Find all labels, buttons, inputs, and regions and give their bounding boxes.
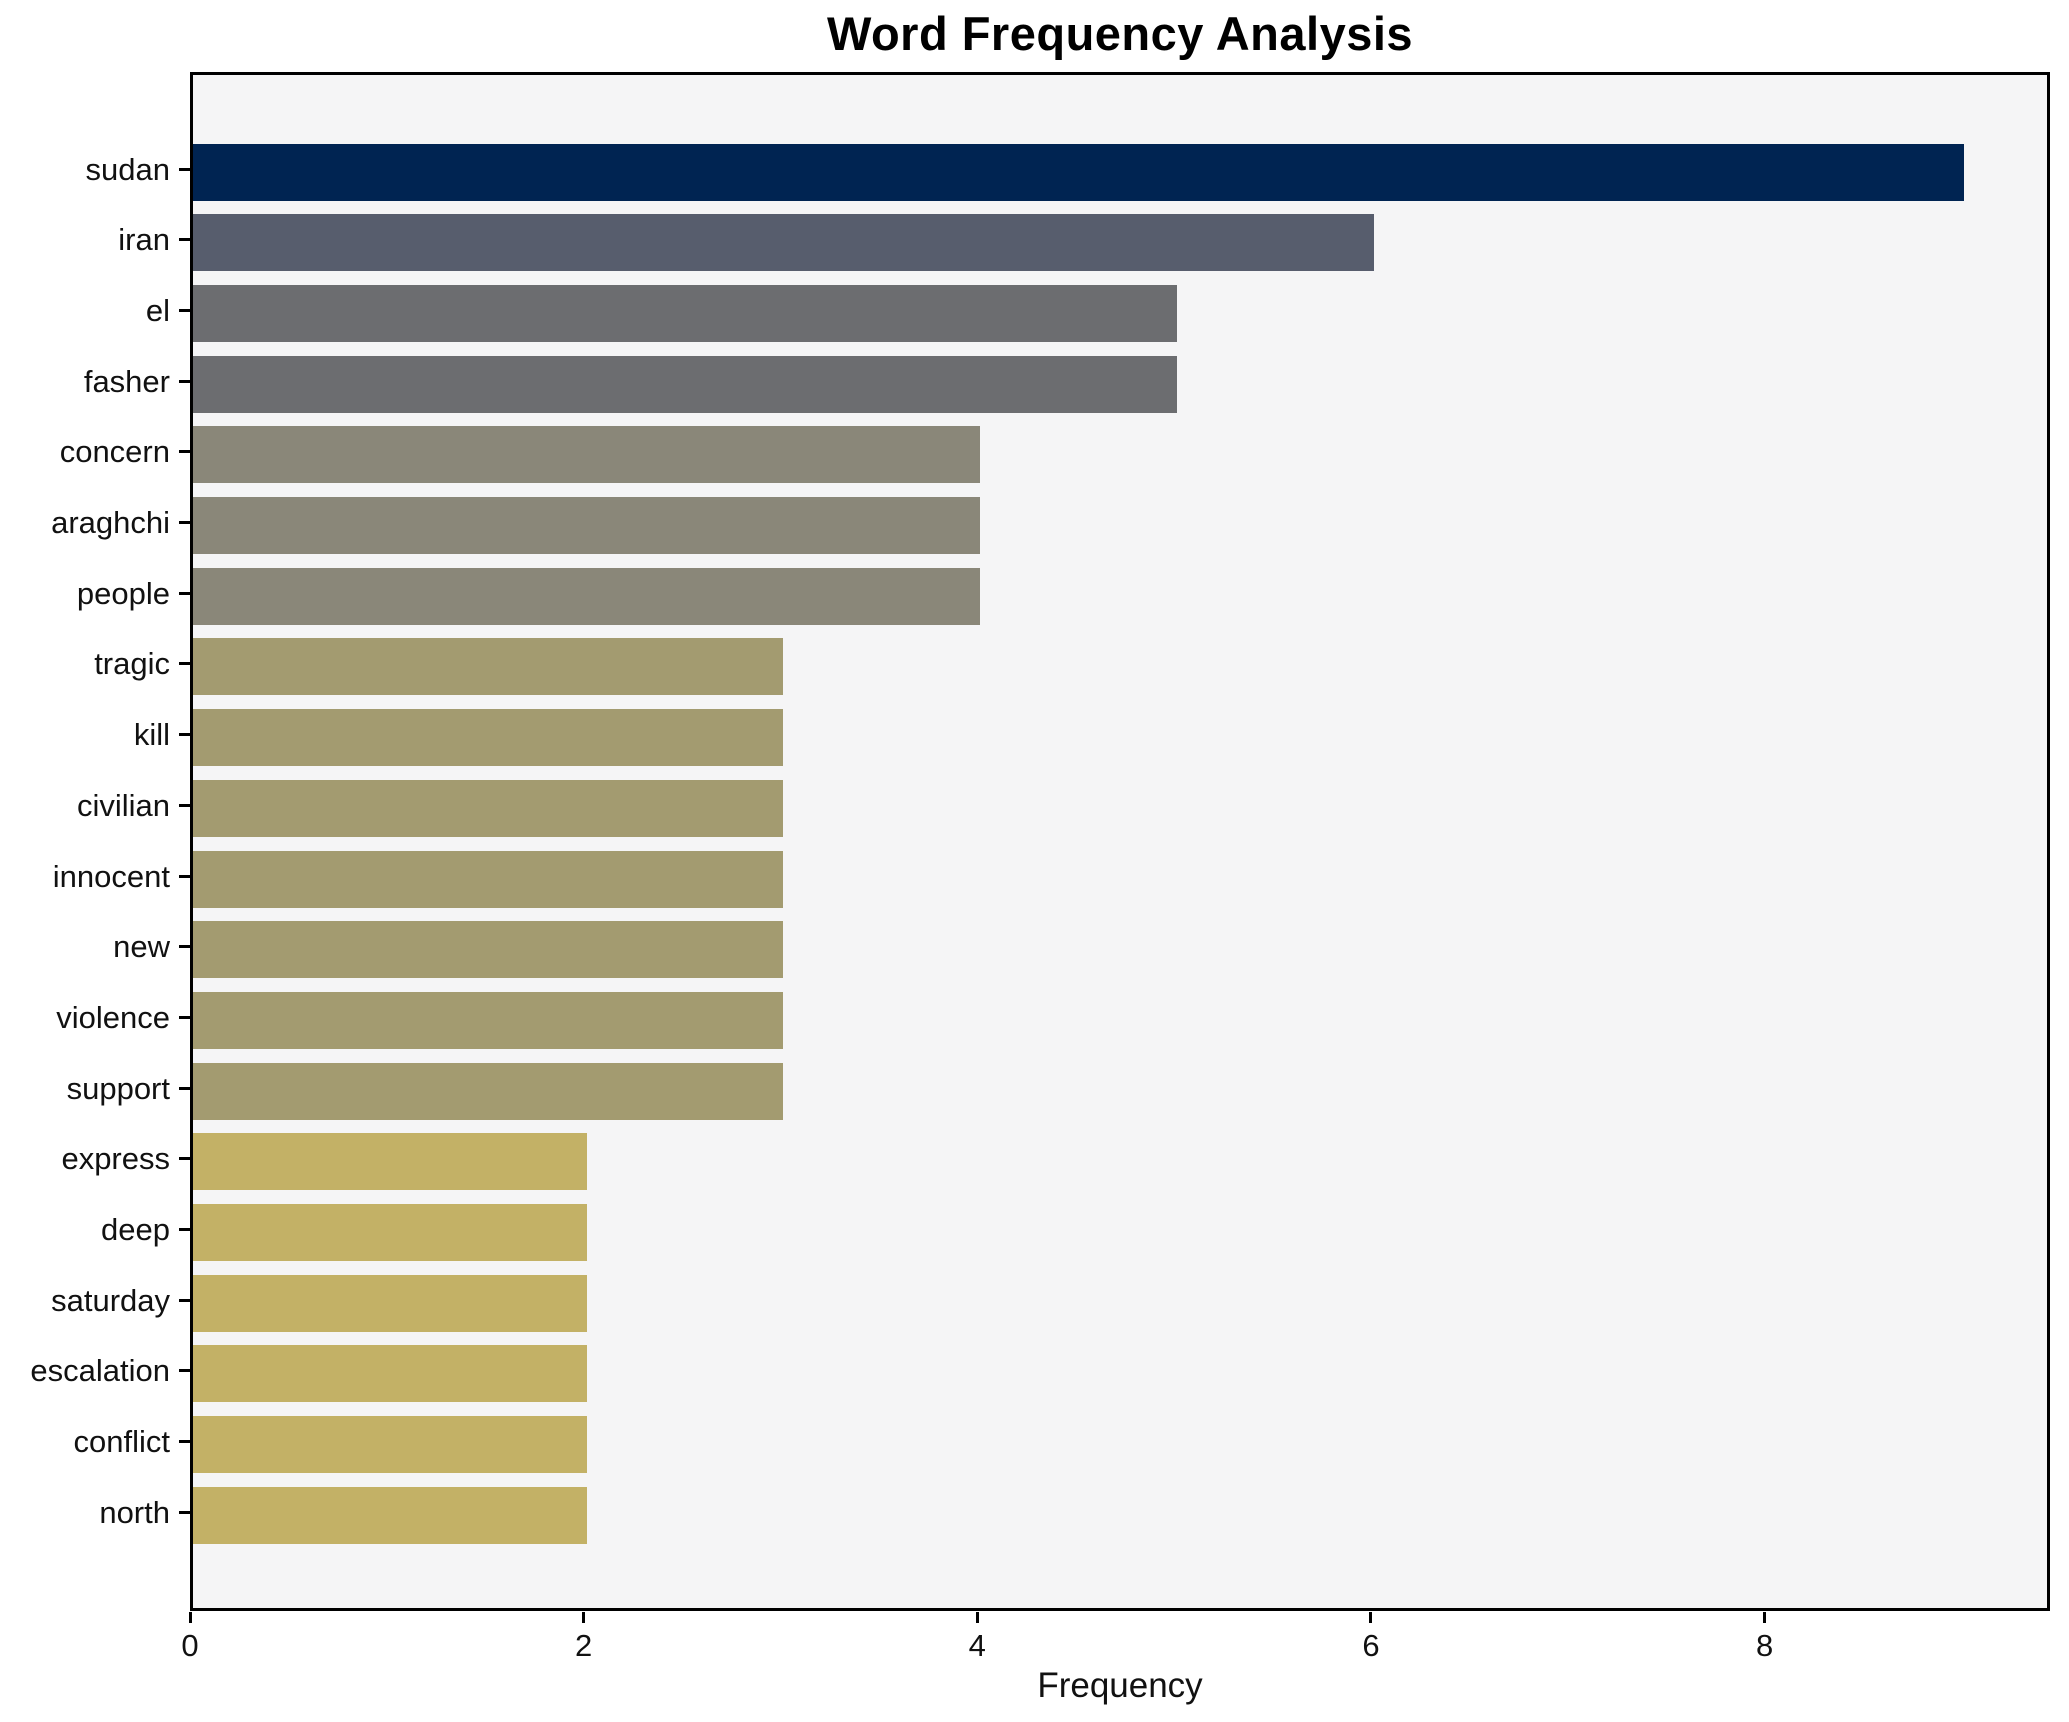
bar-el [193, 284, 1178, 342]
bar-new [193, 921, 784, 979]
x-tick-2 [582, 1612, 586, 1623]
bar-conflict [193, 1416, 587, 1474]
x-tick-label-8: 8 [1755, 1628, 1774, 1663]
bar-north [193, 1486, 587, 1544]
y-tick-new [179, 945, 190, 949]
x-tick-8 [1763, 1612, 1767, 1623]
y-tick-label-innocent: innocent [52, 858, 170, 894]
chart-title: Word Frequency Analysis [826, 7, 1414, 60]
y-tick-violence [179, 1015, 190, 1019]
y-tick-people [179, 591, 190, 595]
y-tick-label-iran: iran [118, 222, 170, 258]
y-tick-label-violence: violence [56, 999, 170, 1035]
y-tick-el [179, 308, 190, 312]
y-tick-saturday [179, 1298, 190, 1302]
y-tick-label-concern: concern [59, 434, 170, 470]
bar-fasher [193, 355, 1178, 413]
y-tick-label-support: support [66, 1070, 170, 1106]
y-tick-support [179, 1086, 190, 1090]
bar-saturday [193, 1274, 587, 1332]
bar-araghchi [193, 497, 981, 554]
x-tick-label-2: 2 [575, 1628, 593, 1663]
bar-deep [193, 1204, 587, 1261]
y-tick-araghchi [179, 521, 190, 524]
bar-tragic [193, 638, 784, 696]
bar-concern [193, 426, 981, 484]
y-tick-north [179, 1510, 190, 1514]
y-tick-label-araghchi: araghchi [51, 505, 170, 540]
y-tick-sudan [179, 167, 190, 171]
y-tick-express [179, 1157, 190, 1161]
y-tick-label-fasher: fasher [83, 363, 170, 399]
y-tick-label-conflict: conflict [73, 1424, 170, 1460]
x-tick-0 [188, 1612, 192, 1623]
bar-innocent [193, 850, 784, 908]
y-tick-deep [179, 1228, 190, 1231]
y-tick-label-civilian: civilian [76, 787, 170, 823]
bar-violence [193, 991, 784, 1049]
y-tick-conflict [179, 1440, 190, 1444]
y-tick-iran [179, 238, 190, 242]
y-tick-label-deep: deep [101, 1212, 170, 1247]
plot-area [190, 72, 2050, 1611]
x-tick-label-4: 4 [968, 1628, 986, 1663]
y-tick-label-express: express [61, 1141, 170, 1177]
y-tick-label-escalation: escalation [30, 1353, 170, 1389]
y-tick-label-north: north [99, 1494, 170, 1530]
y-tick-civilian [179, 803, 190, 807]
y-tick-innocent [179, 874, 190, 878]
y-tick-escalation [179, 1369, 190, 1373]
x-tick-6 [1369, 1612, 1373, 1623]
y-tick-concern [179, 450, 190, 454]
bar-sudan [193, 143, 1965, 201]
bar-civilian [193, 779, 784, 837]
y-tick-tragic [179, 662, 190, 666]
x-tick-label-0: 0 [181, 1628, 199, 1663]
bar-escalation [193, 1345, 587, 1403]
y-tick-label-el: el [145, 292, 170, 328]
y-tick-label-tragic: tragic [94, 646, 170, 682]
x-tick-4 [975, 1612, 979, 1623]
bar-express [193, 1133, 587, 1191]
y-tick-label-sudan: sudan [85, 151, 170, 187]
y-tick-label-people: people [76, 575, 170, 611]
y-tick-label-kill: kill [133, 717, 170, 753]
bar-support [193, 1062, 784, 1120]
x-tick-label-6: 6 [1362, 1628, 1380, 1663]
bar-people [193, 567, 981, 625]
bar-iran [193, 214, 1374, 272]
y-tick-fasher [179, 379, 190, 383]
bar-kill [193, 709, 784, 767]
y-tick-kill [179, 733, 190, 737]
y-tick-label-saturday: saturday [51, 1282, 170, 1318]
y-tick-label-new: new [113, 929, 170, 965]
x-axis-label: Frequency [1037, 1666, 1203, 1705]
